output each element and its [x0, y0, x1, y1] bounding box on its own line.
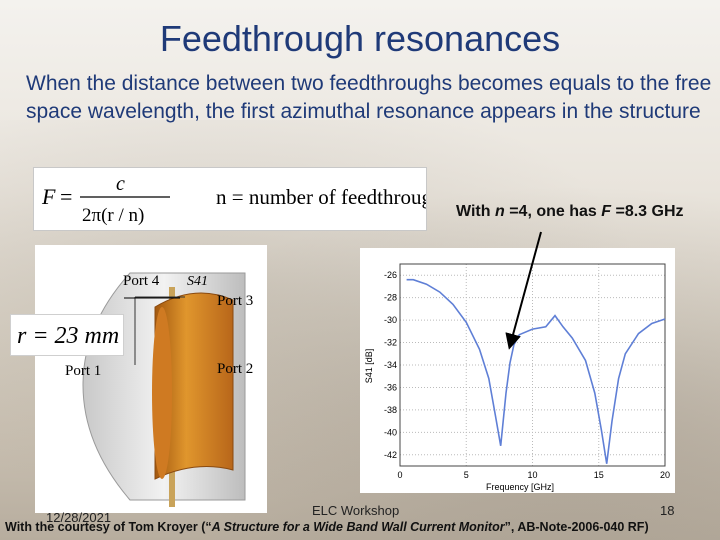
courtesy-suffix: ”, AB-Note-2006-040 RF): [504, 520, 649, 534]
structure-svg: Port 4 S41 Port 3 Port 1 Port 2: [65, 272, 253, 507]
radius-svg: r = 23 mm: [17, 323, 119, 349]
courtesy-title: A Structure for a Wide Band Wall Current…: [211, 520, 505, 534]
y-tick-label: -38: [384, 405, 397, 415]
chart-svg: -26 -28 -30 -32 -34 -36 -38 -40 -42 0 5 10 15 20 Fre…: [364, 263, 670, 492]
port2-label: Port 2: [217, 361, 253, 377]
footer-workshop: ELC Workshop: [312, 503, 400, 518]
resonance-note: With n =4, one has F =8.3 GHz: [456, 203, 684, 221]
y-tick-labels: -26 -28 -30 -32 -34 -36 -38 -40 -42: [384, 270, 397, 460]
slide-title: Feedthrough resonances: [159, 18, 561, 59]
intro-text: When the distance between two feedthroug…: [26, 72, 712, 123]
y-tick-label: -42: [384, 450, 397, 460]
x-tick-label: 5: [464, 470, 469, 480]
s41-plot: -26 -28 -30 -32 -34 -36 -38 -40 -42 0 5 10 15 20 Fre…: [360, 248, 675, 493]
y-tick-label: -26: [384, 270, 397, 280]
electrode-edge: [152, 307, 172, 479]
copper-electrode: [154, 292, 234, 480]
formula-svg: F = c 2π(r / n) n = number of feedthroug…: [41, 173, 426, 226]
formula-numerator: c: [116, 173, 125, 195]
formula-equals: =: [60, 184, 72, 209]
note-n: n: [494, 203, 505, 220]
structure-drawing: Port 4 S41 Port 3 Port 1 Port 2: [35, 245, 267, 513]
note-n-value: =4, one has: [509, 203, 597, 220]
plot-xlabel: Frequency [GHz]: [486, 482, 554, 492]
port3-label: Port 3: [217, 293, 253, 309]
y-tick-label: -34: [384, 360, 397, 370]
formula-lhs: F: [41, 184, 56, 209]
x-tick-labels: 0 5 10 15 20: [397, 470, 670, 480]
formula-definition: n = number of feedthrough: [216, 185, 426, 209]
plot-grid: [399, 264, 666, 466]
footer-date: 12/28/2021: [46, 510, 112, 525]
s41-label: S41: [187, 274, 208, 289]
footer-page-number: 18: [660, 503, 675, 518]
s41-curve: [406, 278, 666, 464]
note-f: F: [601, 203, 612, 220]
y-tick-label: -40: [384, 427, 397, 437]
x-tick-label: 10: [527, 470, 537, 480]
x-tick-label: 0: [397, 470, 402, 480]
x-tick-label: 20: [660, 470, 670, 480]
port4-label: Port 4: [123, 273, 160, 289]
port1-label: Port 1: [65, 363, 101, 379]
courtesy-prefix: With the courtesy of Tom Kroyer (“: [5, 520, 212, 534]
note-f-value: =8.3 GHz: [615, 203, 684, 220]
x-tick-label: 15: [594, 470, 604, 480]
y-tick-label: -28: [384, 293, 397, 303]
radius-value: r = 23 mm: [17, 323, 119, 349]
y-tick-label: -32: [384, 338, 397, 348]
y-tick-label: -36: [384, 382, 397, 392]
note-prefix: With: [456, 203, 491, 220]
plot-ylabel: S41 [dB]: [364, 349, 374, 384]
y-tick-label: -30: [384, 315, 397, 325]
radius-box: r = 23 mm: [10, 314, 124, 356]
formula-denominator: 2π(r / n): [82, 205, 144, 226]
formula-box: F = c 2π(r / n) n = number of feedthroug…: [33, 167, 427, 231]
courtesy-note: With the courtesy of Tom Kroyer (“A Stru…: [5, 520, 717, 534]
